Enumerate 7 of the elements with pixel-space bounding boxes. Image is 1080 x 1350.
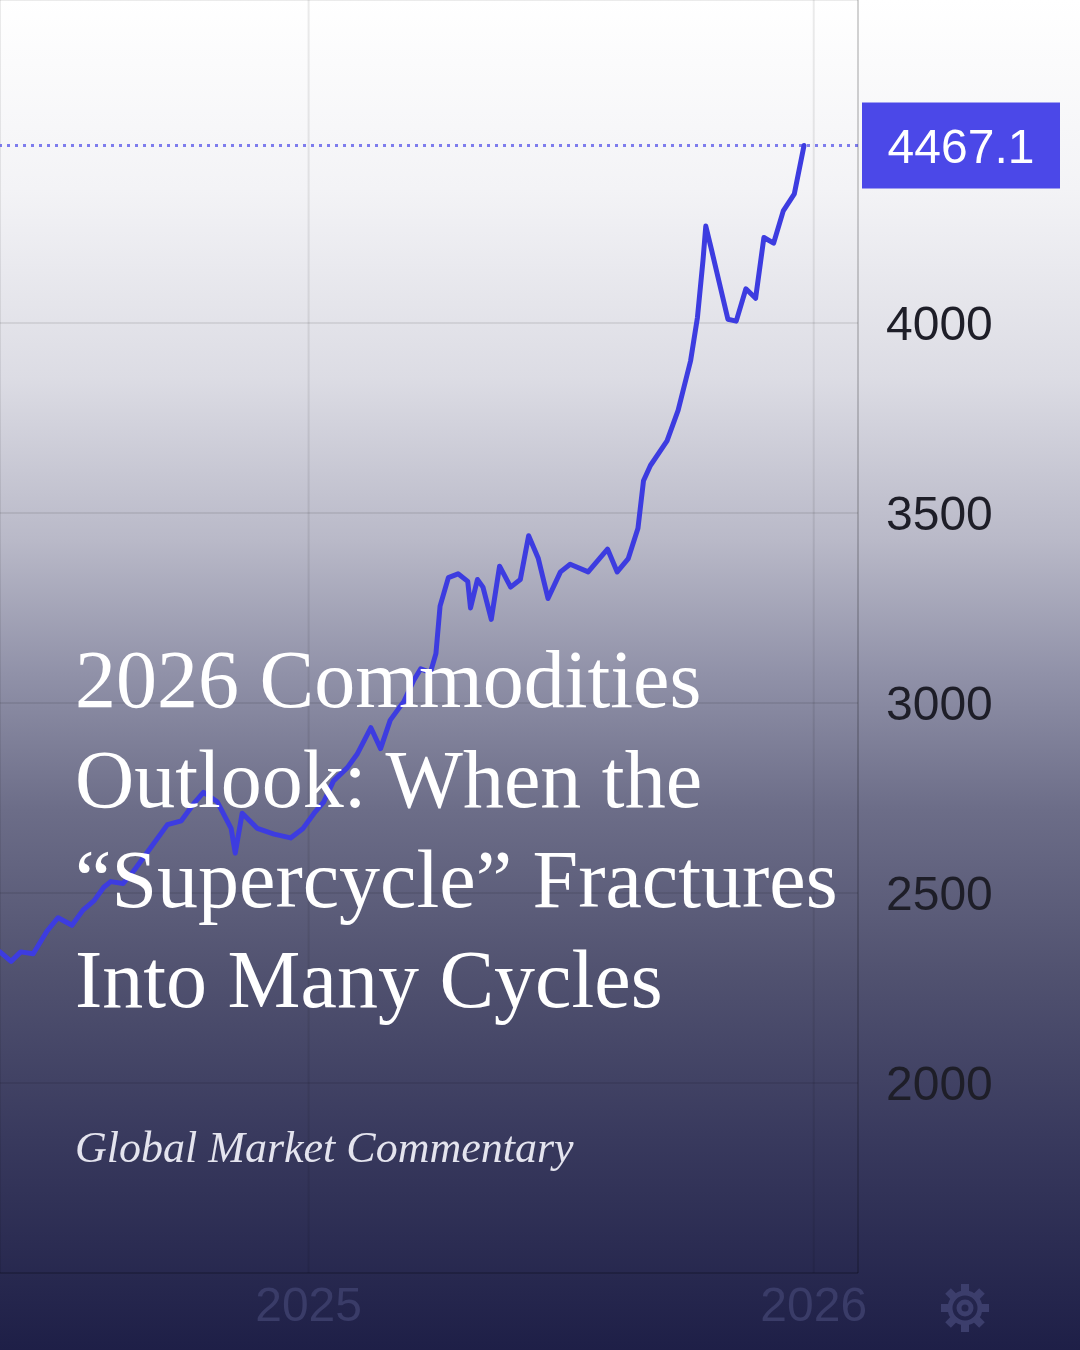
y-tick-label: 3000: [886, 677, 993, 731]
ref-line-label: 4467.1: [887, 119, 1035, 172]
y-tick-label: 2000: [886, 1057, 993, 1111]
text: Global Market Commentary: [75, 1122, 575, 1174]
y-tick-label: 3500: [886, 487, 993, 541]
y-tick-label: 2500: [886, 867, 993, 921]
y-tick-label: 4000: [886, 297, 993, 351]
